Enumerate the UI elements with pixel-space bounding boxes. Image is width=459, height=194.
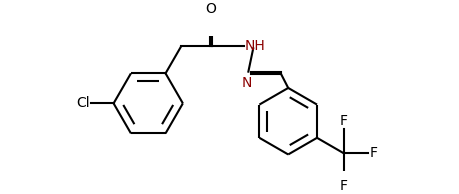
Text: Cl: Cl	[76, 96, 90, 110]
Text: F: F	[369, 146, 377, 160]
Text: N: N	[241, 76, 252, 90]
Text: F: F	[339, 179, 347, 193]
Text: NH: NH	[244, 39, 265, 53]
Text: O: O	[205, 2, 216, 16]
Text: F: F	[339, 114, 347, 128]
